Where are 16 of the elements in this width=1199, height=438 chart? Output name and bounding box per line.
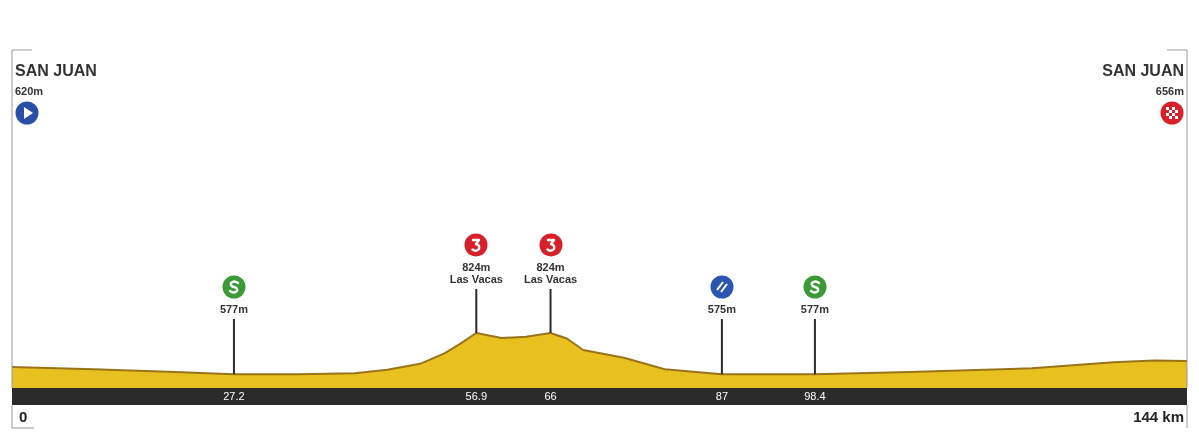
x-tick-label: 27.2 — [223, 390, 245, 403]
x-tick-label: 56.9 — [465, 390, 487, 403]
text: 656m — [1155, 85, 1185, 98]
text: 824m Las Vacas — [449, 261, 503, 286]
text: 0 — [19, 408, 28, 426]
x-tick-label: 66 — [544, 390, 557, 403]
text: 577m — [800, 303, 830, 316]
text: SAN JUAN — [1102, 62, 1184, 80]
text: 144 km — [1133, 408, 1184, 426]
x-tick-label: 87 — [715, 390, 729, 403]
text: SAN JUAN — [15, 62, 97, 80]
text: 620m — [15, 85, 44, 98]
text: 577m — [219, 303, 249, 316]
x-tick-label: 98.4 — [804, 390, 826, 403]
text: 575m — [707, 303, 737, 316]
text: 824m Las Vacas — [523, 261, 578, 286]
